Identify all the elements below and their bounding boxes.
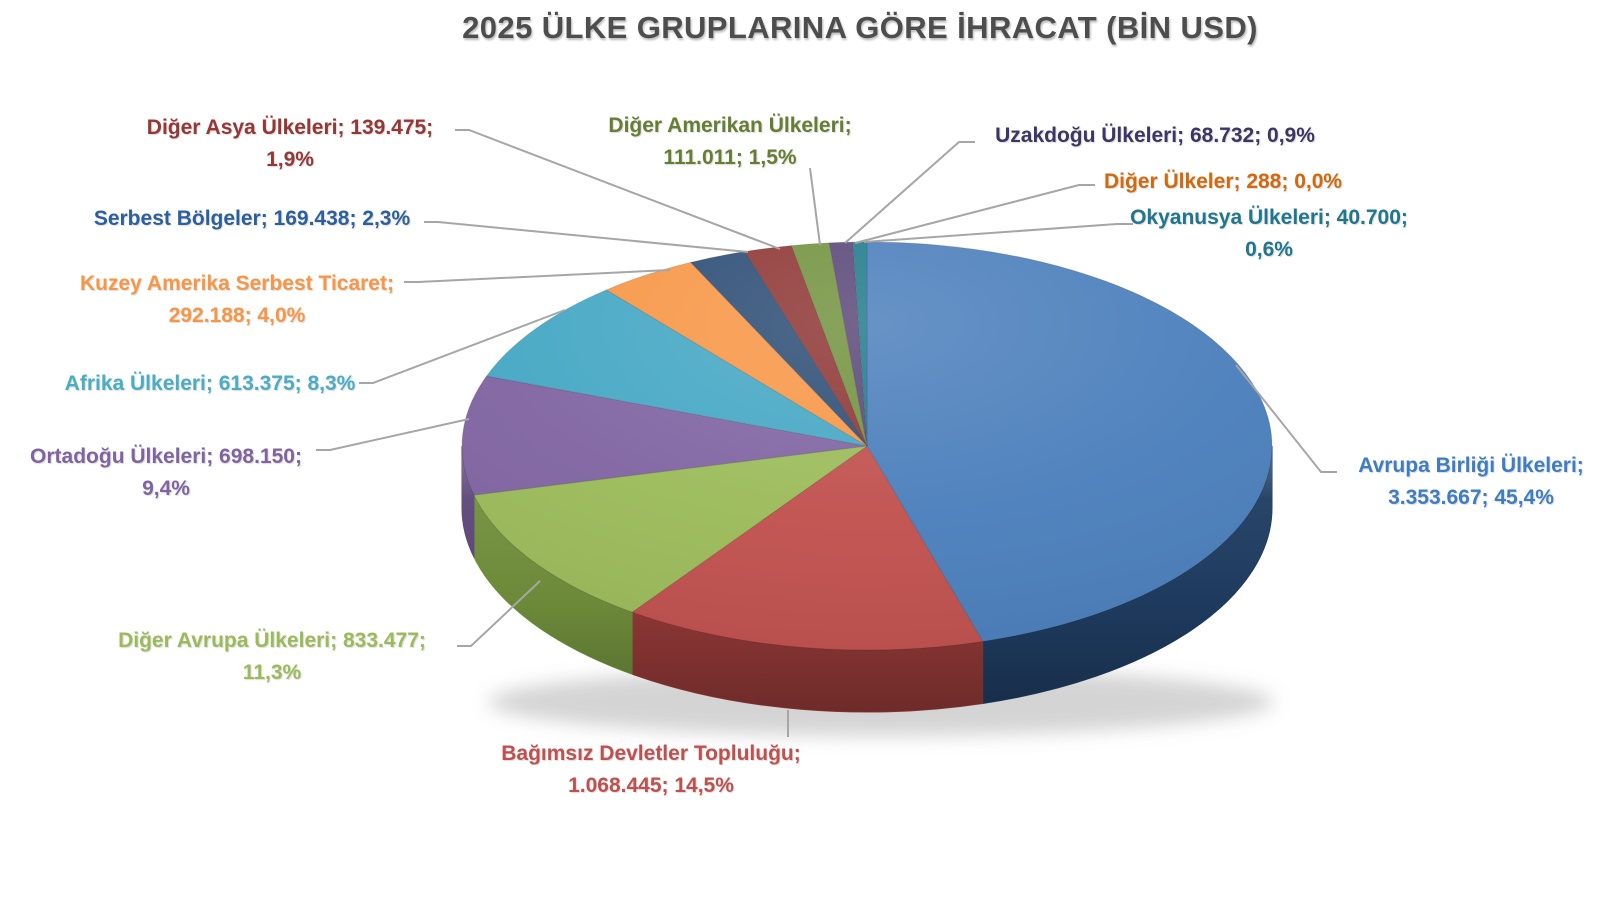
leader-line-diger-avrupa <box>457 580 541 647</box>
leader-line-okyanusya <box>863 223 1133 243</box>
leader-line-diger-amerikan <box>809 167 821 246</box>
leader-line-diger-ulkeler <box>854 184 1095 244</box>
leader-line-uzakdogu <box>844 141 975 244</box>
leader-line-avrupa-birligi <box>1235 364 1337 473</box>
leader-line-serbest-bolgeler <box>424 221 749 253</box>
leader-line-ortadogu <box>316 418 470 451</box>
leader-line-afrika <box>359 309 566 384</box>
chart-title: 2025 ÜLKE GRUPLARINA GÖRE İHRACAT (BİN U… <box>462 10 1258 45</box>
leader-line-kuzey-amerika <box>404 269 671 283</box>
leader-line-diger-asya <box>455 129 781 250</box>
